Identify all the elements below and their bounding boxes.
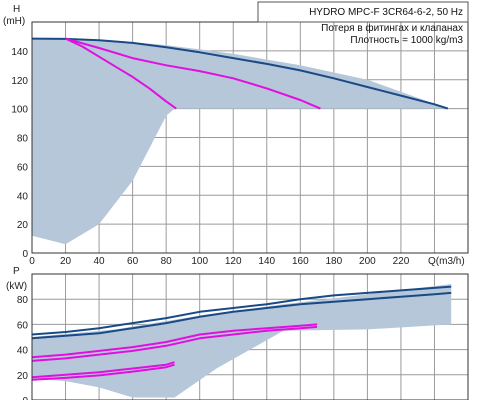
head-y-tick-label: 60	[17, 162, 29, 173]
chart-title: HYDRO MPC-F 3CR64-6-2, 50 Hz	[309, 7, 463, 18]
head-y-tick-label: 0	[22, 249, 28, 260]
power-axis-symbol: P	[13, 266, 20, 277]
head-y-tick-label: 100	[11, 105, 28, 116]
head-operating-area	[32, 39, 448, 245]
head-chart-panel: 0 20 40 60 80 100 120 140 0 20 40 60 80 100 120 140 160…	[3, 1, 469, 267]
power-system-power-line-4	[31, 361, 175, 379]
x-tick-label: 120	[225, 256, 242, 267]
head-axis-unit: (mH)	[3, 16, 25, 27]
head-y-tick-label: 40	[17, 191, 29, 202]
power-system-power-line-2	[31, 323, 318, 359]
power-y-ticks: 0 20 40 60 80	[17, 295, 29, 400]
head-chart-series	[31, 37, 449, 110]
x-tick-label: 20	[60, 256, 72, 267]
x-tick-label: 40	[94, 256, 106, 267]
head-y-tick-label: 80	[17, 134, 29, 145]
x-tick-label: 60	[127, 256, 139, 267]
power-system-power-line-3	[31, 325, 318, 362]
power-y-tick-label: 60	[17, 320, 29, 331]
power-power-curve-line-0	[31, 285, 452, 336]
head-axis-symbol: H	[13, 4, 20, 15]
x-tick-label: 140	[258, 256, 275, 267]
head-head-curve-line-0	[31, 37, 449, 110]
x-tick-label: 180	[326, 256, 343, 267]
power-axis-unit: (kW)	[6, 281, 27, 292]
power-y-tick-label: 0	[22, 396, 28, 400]
x-tick-label: 160	[292, 256, 309, 267]
power-y-tick-label: 80	[17, 295, 29, 306]
x-tick-label: 0	[29, 256, 35, 267]
head-system-curve-line-1	[65, 37, 177, 110]
power-operating-area	[32, 284, 452, 398]
power-y-tick-label: 40	[17, 346, 29, 357]
x-axis-label: Q(m3/h)	[428, 256, 465, 267]
x-tick-label: 100	[191, 256, 208, 267]
head-x-ticks: 0 20 40 60 80 100 120 140 160 180 200 220	[29, 256, 409, 267]
annotation-losses: Потеря в фитингах и клапанах	[321, 22, 463, 34]
power-power-curve-line-1	[31, 291, 452, 340]
head-y-tick-label: 20	[17, 220, 29, 231]
annotation-density: Плотность = 1000 kg/m3	[350, 35, 463, 46]
x-tick-label: 80	[161, 256, 173, 267]
power-chart-panel: 0 20 40 60 80 P (kW)	[6, 266, 469, 400]
head-chart-frame	[31, 21, 469, 254]
power-y-tick-label: 20	[17, 371, 29, 382]
head-y-tick-label: 140	[11, 47, 28, 58]
head-y-tick-label: 120	[11, 76, 28, 87]
x-tick-label: 220	[393, 256, 410, 267]
x-tick-label: 200	[359, 256, 376, 267]
head-y-ticks: 0 20 40 60 80 100 120 140	[11, 47, 28, 260]
power-chart-frame	[31, 273, 469, 400]
head-system-curve-line-2	[65, 37, 321, 110]
title-box	[257, 1, 469, 23]
power-chart-series	[31, 285, 452, 381]
power-system-power-line-5	[31, 363, 175, 381]
